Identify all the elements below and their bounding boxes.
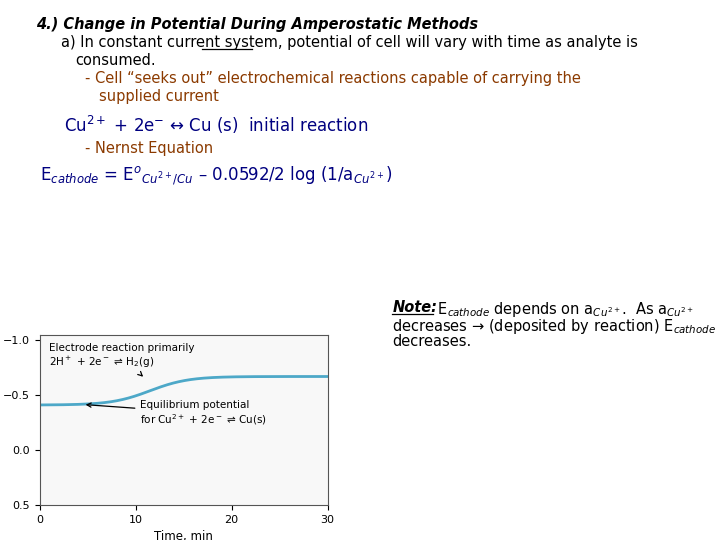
Text: Electrode reaction primarily
2H$^+$ + 2e$^-$ ⇌ H$_2$(g): Electrode reaction primarily 2H$^+$ + 2e… [49,343,194,376]
Text: Cu$^{2+}$ + 2e$^{-}$ ↔ Cu (s)  initial reaction: Cu$^{2+}$ + 2e$^{-}$ ↔ Cu (s) initial re… [64,113,368,136]
Text: - Nernst Equation: - Nernst Equation [85,141,213,157]
Text: E$_{cathode}$ = E$^{o}$$_{Cu^{2+}/Cu}$ – 0.0592/2 log (1/a$_{Cu^{2+}}$): E$_{cathode}$ = E$^{o}$$_{Cu^{2+}/Cu}$ –… [40,165,392,187]
X-axis label: Time, min: Time, min [154,530,213,540]
Text: decreases.: decreases. [392,334,472,349]
Text: Equilibrium potential
for Cu$^{2+}$ + 2e$^-$ ⇌ Cu(s): Equilibrium potential for Cu$^{2+}$ + 2e… [87,400,267,427]
Text: Note:: Note: [392,300,438,315]
Text: 4.) Change in Potential During Amperostatic Methods: 4.) Change in Potential During Amperosta… [36,17,478,32]
Text: - Cell “seeks out” electrochemical reactions capable of carrying the: - Cell “seeks out” electrochemical react… [85,71,581,86]
Text: consumed.: consumed. [76,53,156,68]
Text: a) In constant current system, potential of cell will vary with time as analyte : a) In constant current system, potential… [61,35,638,50]
Text: decreases → (deposited by reaction) E$_{cathode}$: decreases → (deposited by reaction) E$_{… [392,317,716,336]
Text: supplied current: supplied current [99,89,219,104]
Text: E$_{cathode}$ depends on a$_{Cu^{2+}}$.  As a$_{Cu^{2+}}$: E$_{cathode}$ depends on a$_{Cu^{2+}}$. … [433,300,694,319]
